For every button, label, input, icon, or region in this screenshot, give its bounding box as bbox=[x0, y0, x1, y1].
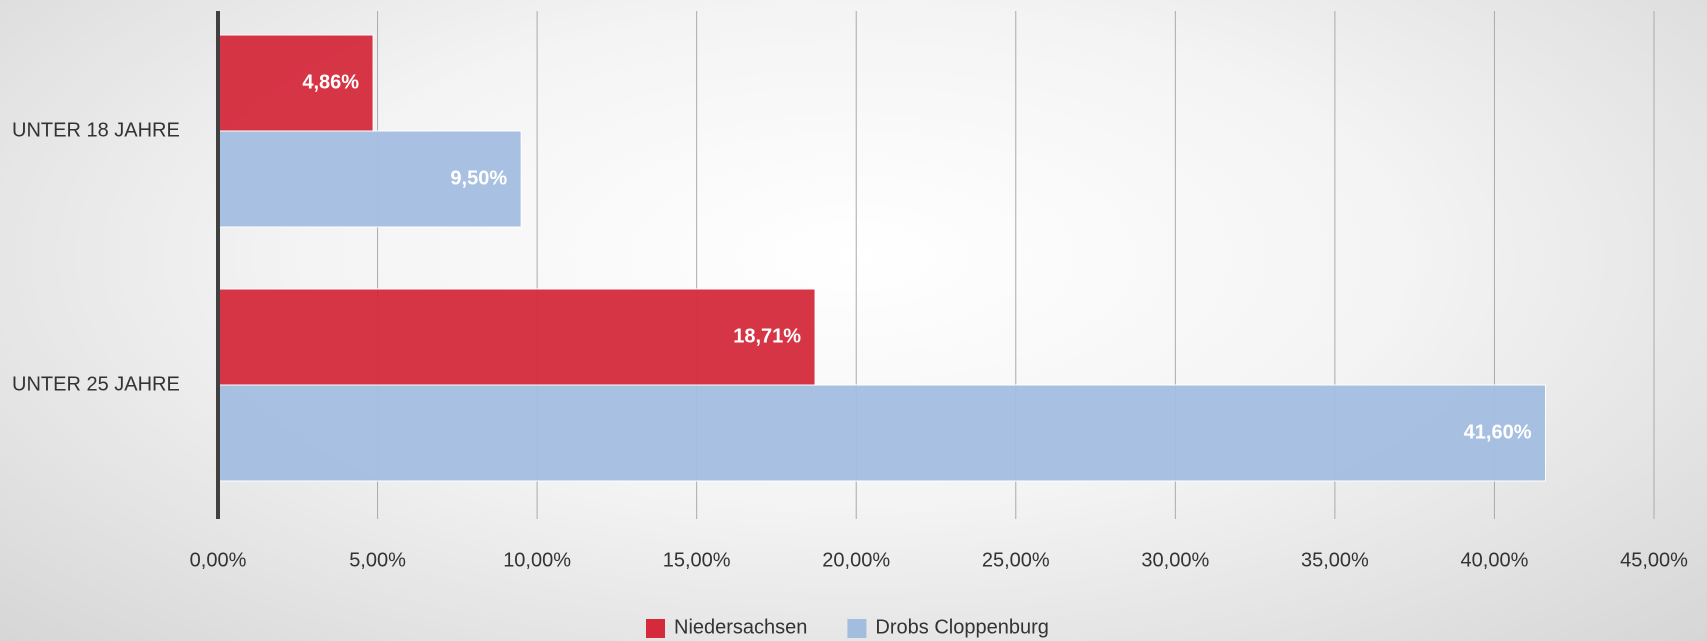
value-label: 4,86% bbox=[302, 71, 359, 93]
x-tick-label: 30,00% bbox=[1141, 549, 1209, 571]
bar bbox=[217, 288, 816, 386]
bar bbox=[217, 34, 374, 132]
legend-swatch bbox=[646, 619, 665, 638]
value-label: 41,60% bbox=[1464, 421, 1532, 443]
x-tick-label: 5,00% bbox=[349, 549, 406, 571]
x-tick-label: 0,00% bbox=[190, 549, 247, 571]
x-tick-label: 25,00% bbox=[982, 549, 1050, 571]
y-tick-label: UNTER 25 JAHRE bbox=[12, 373, 180, 395]
x-tick-label: 15,00% bbox=[663, 549, 731, 571]
legend-swatch bbox=[847, 619, 867, 638]
legend-label: Niedersachsen bbox=[674, 616, 807, 638]
bar bbox=[217, 384, 1547, 482]
x-tick-label: 40,00% bbox=[1461, 549, 1529, 571]
x-tick-label: 35,00% bbox=[1301, 549, 1369, 571]
value-label: 9,50% bbox=[450, 167, 507, 189]
x-tick-label: 45,00% bbox=[1620, 549, 1688, 571]
x-tick-label: 10,00% bbox=[503, 549, 571, 571]
x-tick-label: 20,00% bbox=[822, 549, 890, 571]
value-label: 18,71% bbox=[733, 325, 801, 347]
legend-label: Drobs Cloppenburg bbox=[875, 616, 1048, 638]
y-tick-label: UNTER 18 JAHRE bbox=[12, 119, 180, 141]
